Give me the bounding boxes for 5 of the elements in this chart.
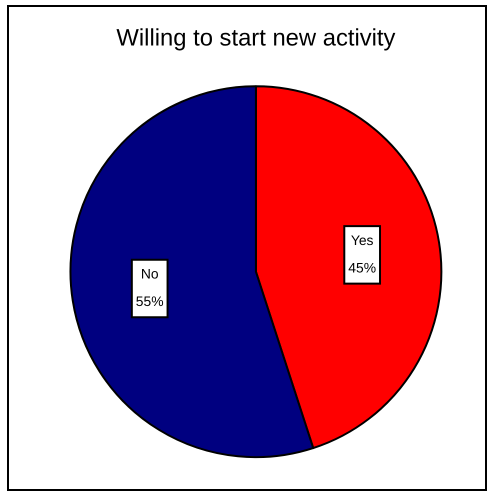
data-label: 55% [136,293,164,310]
slice-label: No [140,265,159,282]
data-label: 45% [348,260,376,276]
chart-title: Willing to start new activity [116,24,396,52]
slice-label: Yes [350,232,374,248]
